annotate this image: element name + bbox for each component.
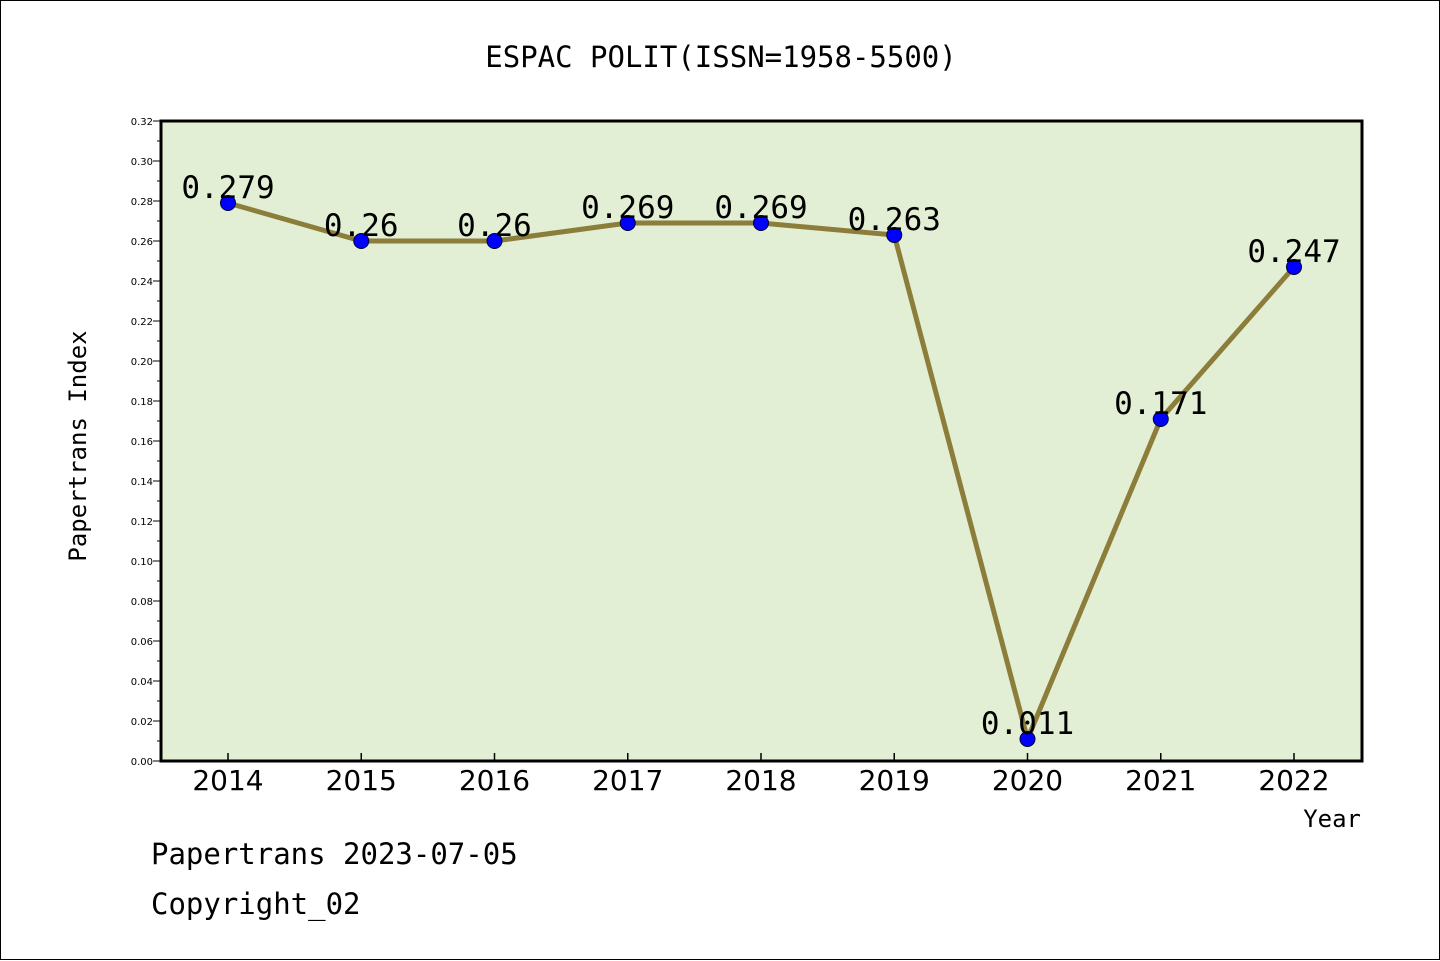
x-tick-label: 2021 bbox=[1125, 764, 1196, 797]
data-point bbox=[753, 215, 769, 231]
x-tick-label: 2020 bbox=[992, 764, 1063, 797]
y-tick-label: 0.06 bbox=[131, 637, 153, 648]
data-point bbox=[353, 233, 370, 249]
y-tick-label: 0.30 bbox=[131, 157, 153, 168]
data-labels: 0.279 0.26 0.26 0.269 0.269 0.263 0.011 0.171 0.… bbox=[181, 170, 1340, 742]
data-label: 0.263 bbox=[848, 202, 941, 238]
y-tick-label: 0.22 bbox=[131, 317, 153, 328]
data-point bbox=[1286, 259, 1302, 275]
data-point bbox=[886, 227, 903, 243]
y-tick-label: 0.04 bbox=[131, 677, 153, 688]
data-label: 0.269 bbox=[714, 190, 807, 226]
data-label: 0.247 bbox=[1247, 234, 1340, 270]
data-point bbox=[1019, 731, 1036, 747]
y-tick-label: 0.32 bbox=[131, 117, 153, 128]
x-tick-label: 2014 bbox=[192, 764, 263, 797]
y-tick-label: 0.26 bbox=[131, 237, 153, 248]
y-tick-label: 0.08 bbox=[131, 597, 153, 608]
y-tick-label: 0.18 bbox=[131, 397, 153, 408]
y-tick-label: 0.16 bbox=[131, 437, 153, 448]
footer-copyright: Copyright_02 bbox=[151, 887, 361, 921]
y-tick-label: 0.14 bbox=[131, 477, 153, 488]
data-label: 0.269 bbox=[581, 190, 674, 226]
x-axis-label: Year bbox=[1303, 805, 1361, 833]
x-tick-label: 2019 bbox=[859, 764, 930, 797]
x-tick-label: 2017 bbox=[592, 764, 663, 797]
data-label: 0.011 bbox=[981, 706, 1074, 742]
y-axis: 0.00 0.02 0.04 0.06 0.08 0.10 0.12 0.14 0.16 0.18… bbox=[131, 117, 161, 768]
chart-title: ESPAC POLIT(ISSN=1958-5500) bbox=[485, 40, 956, 74]
data-point bbox=[1152, 411, 1169, 427]
series-line bbox=[220, 195, 1302, 747]
y-tick-label: 0.02 bbox=[131, 717, 153, 728]
x-axis: 2014 2015 2016 2017 2018 2019 2020 2021 2022 bbox=[192, 753, 1330, 797]
y-tick-label: 0.12 bbox=[131, 517, 153, 528]
y-tick-label: 0.28 bbox=[131, 197, 153, 208]
data-point bbox=[619, 215, 636, 231]
footer-date: Papertrans 2023-07-05 bbox=[151, 837, 518, 871]
data-label: 0.26 bbox=[324, 208, 399, 244]
data-point bbox=[486, 233, 503, 249]
x-tick-label: 2022 bbox=[1258, 764, 1329, 797]
y-tick-label: 0.24 bbox=[131, 277, 153, 288]
data-label: 0.171 bbox=[1114, 386, 1207, 422]
x-tick-label: 2015 bbox=[326, 764, 397, 797]
x-tick-label: 2016 bbox=[459, 764, 530, 797]
y-tick-label: 0.20 bbox=[131, 357, 153, 368]
x-tick-label: 2018 bbox=[725, 764, 796, 797]
data-label: 0.26 bbox=[457, 208, 532, 244]
y-tick-label: 0.00 bbox=[131, 757, 153, 768]
data-point bbox=[220, 195, 236, 211]
data-label: 0.279 bbox=[181, 170, 274, 206]
y-axis-label: Papertrans Index bbox=[64, 330, 92, 561]
y-tick-label: 0.10 bbox=[131, 557, 153, 568]
